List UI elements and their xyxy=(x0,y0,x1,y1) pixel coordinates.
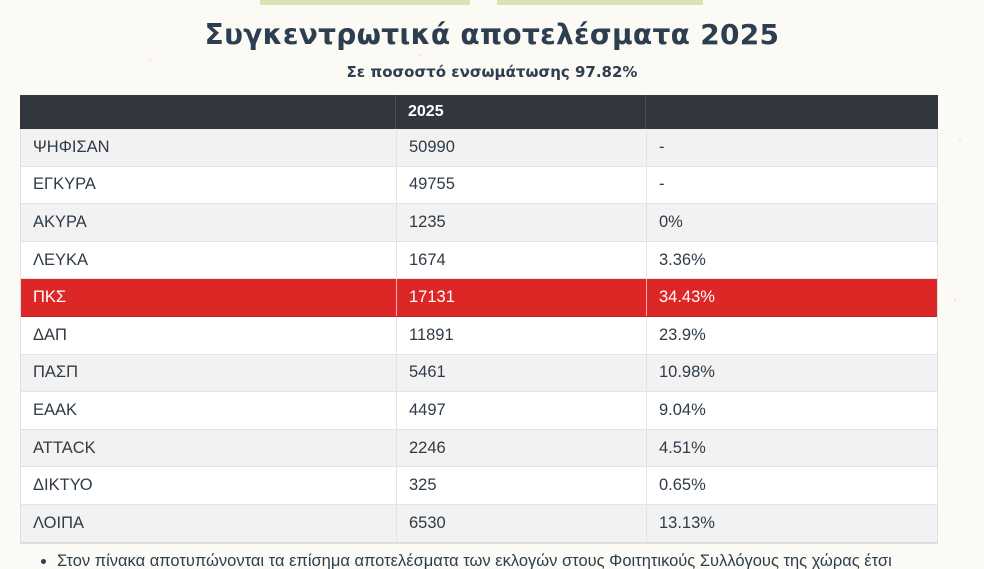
row-percent: - xyxy=(646,129,937,166)
row-value: 4497 xyxy=(396,392,646,429)
table-row: ΛΕΥΚΑ 1674 3.36% xyxy=(21,241,937,280)
row-value: 1674 xyxy=(396,241,646,279)
row-percent: 3.36% xyxy=(646,241,937,279)
table-row: ΨΗΦΙΣΑΝ 50990 - xyxy=(21,129,937,167)
row-value: 6530 xyxy=(396,504,646,542)
footnote-item: Στον πίνακα αποτυπώνονται τα επίσημα απο… xyxy=(57,549,950,569)
results-table: 2025 ΨΗΦΙΣΑΝ 50990 - ΕΓΚΥΡΑ 49755 - ΑΚΥΡ… xyxy=(20,95,938,544)
row-value: 325 xyxy=(396,467,646,504)
row-percent: 34.43% xyxy=(646,279,937,316)
row-percent: 0% xyxy=(646,204,937,241)
table-row: ΑΚΥΡΑ 1235 0% xyxy=(21,204,937,242)
page-title: Συγκεντρωτικά αποτελέσματα 2025 xyxy=(204,18,780,51)
row-percent: 13.13% xyxy=(646,504,937,542)
row-label: ΕΑΑΚ xyxy=(33,400,78,419)
top-partial-button-right[interactable] xyxy=(497,0,703,5)
table-row: ΕΑΑΚ 4497 9.04% xyxy=(21,392,937,430)
row-label: ΑΚΥΡΑ xyxy=(33,212,87,231)
table-row: ATTACK 2246 4.51% xyxy=(21,429,937,468)
row-percent: 4.51% xyxy=(646,429,937,467)
row-value: 2246 xyxy=(396,429,646,467)
table-header-row: 2025 xyxy=(20,95,938,129)
row-label: ΕΓΚΥΡΑ xyxy=(33,175,96,194)
row-percent: - xyxy=(646,166,937,204)
row-percent: 9.04% xyxy=(646,392,937,429)
row-label: ΔΙΚΤΥΟ xyxy=(33,476,93,495)
top-partial-button-left[interactable] xyxy=(260,0,470,5)
row-label: ΠΑΣΠ xyxy=(33,363,79,382)
row-label: ΠΚΣ xyxy=(33,288,67,307)
row-value: 49755 xyxy=(396,166,646,204)
row-label: ΛΟΙΠΑ xyxy=(33,513,85,532)
footnote-list: Στον πίνακα αποτυπώνονται τα επίσημα απο… xyxy=(20,549,950,569)
table-row: ΔΙΚΤΥΟ 325 0.65% xyxy=(21,467,937,505)
row-label: ΛΕΥΚΑ xyxy=(33,250,89,269)
row-value: 5461 xyxy=(396,354,646,392)
page-subtitle: Σε ποσοστό ενσωμάτωσης 97.82% xyxy=(346,63,638,81)
table-row-highlighted: ΠΚΣ 17131 34.43% xyxy=(21,279,937,317)
header-year-column: 2025 xyxy=(395,95,645,129)
row-value: 1235 xyxy=(396,204,646,241)
table-row: ΠΑΣΠ 5461 10.98% xyxy=(21,354,937,393)
row-value: 17131 xyxy=(396,279,646,316)
row-label: ΔΑΠ xyxy=(33,325,67,344)
header-label-column xyxy=(20,95,395,129)
row-label: ATTACK xyxy=(33,438,96,457)
table-row: ΔΑΠ 11891 23.9% xyxy=(21,316,937,355)
row-value: 11891 xyxy=(396,316,646,354)
row-percent: 23.9% xyxy=(646,316,937,354)
row-label: ΨΗΦΙΣΑΝ xyxy=(33,137,110,156)
row-value: 50990 xyxy=(396,129,646,166)
row-percent: 0.65% xyxy=(646,467,937,504)
table-row: ΕΓΚΥΡΑ 49755 - xyxy=(21,166,937,205)
row-percent: 10.98% xyxy=(646,354,937,392)
header-percent-column xyxy=(645,95,938,129)
table-row: ΛΟΙΠΑ 6530 13.13% xyxy=(21,504,937,543)
